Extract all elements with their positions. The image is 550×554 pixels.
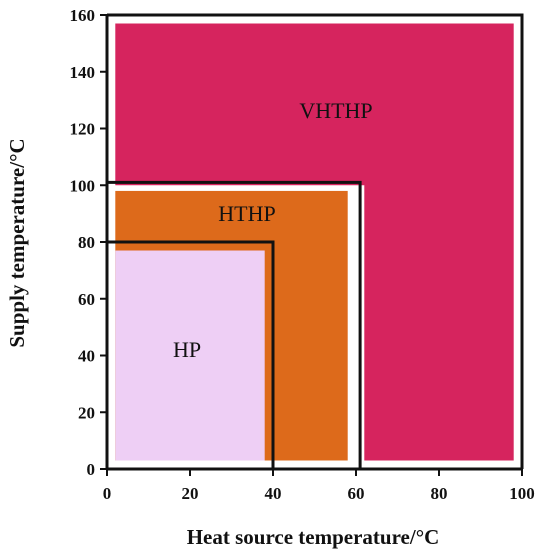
x-tick-label: 20 xyxy=(182,484,199,503)
x-tick-label: 0 xyxy=(103,484,112,503)
y-tick-label: 100 xyxy=(70,176,96,195)
y-tick-label: 120 xyxy=(70,120,96,139)
axes: 0 20 40 60 80 100 120 140 160 0 20 40 60 80 100 xyxy=(70,6,535,503)
boundaries-layer xyxy=(107,13,524,469)
x-tick-label: 40 xyxy=(265,484,282,503)
region-label-hthp: HTHP xyxy=(218,201,275,226)
x-tick-label: 60 xyxy=(348,484,365,503)
x-tick-label: 80 xyxy=(431,484,448,503)
y-axis-title: Supply temperature/°C xyxy=(5,138,29,347)
boundary-line-3 xyxy=(107,240,275,469)
x-axis-title: Heat source temperature/°C xyxy=(187,525,440,549)
boundary-line-2 xyxy=(107,180,362,469)
regions-layer xyxy=(115,23,514,461)
y-tick-label: 160 xyxy=(70,6,96,25)
region-vhthp xyxy=(115,23,514,461)
y-tick-label: 140 xyxy=(70,63,96,82)
y-tick-label: 20 xyxy=(78,403,95,422)
y-tick-label: 0 xyxy=(87,460,96,479)
region-hp xyxy=(115,250,265,461)
y-tick-label: 80 xyxy=(78,233,95,252)
y-tick-label: 40 xyxy=(78,347,95,366)
y-tick-label: 60 xyxy=(78,290,95,309)
region-label-vhthp: VHTHP xyxy=(299,98,372,123)
boundary-line-1 xyxy=(107,13,524,469)
x-tick-label: 100 xyxy=(509,484,535,503)
region-label-hp: HP xyxy=(173,337,201,362)
